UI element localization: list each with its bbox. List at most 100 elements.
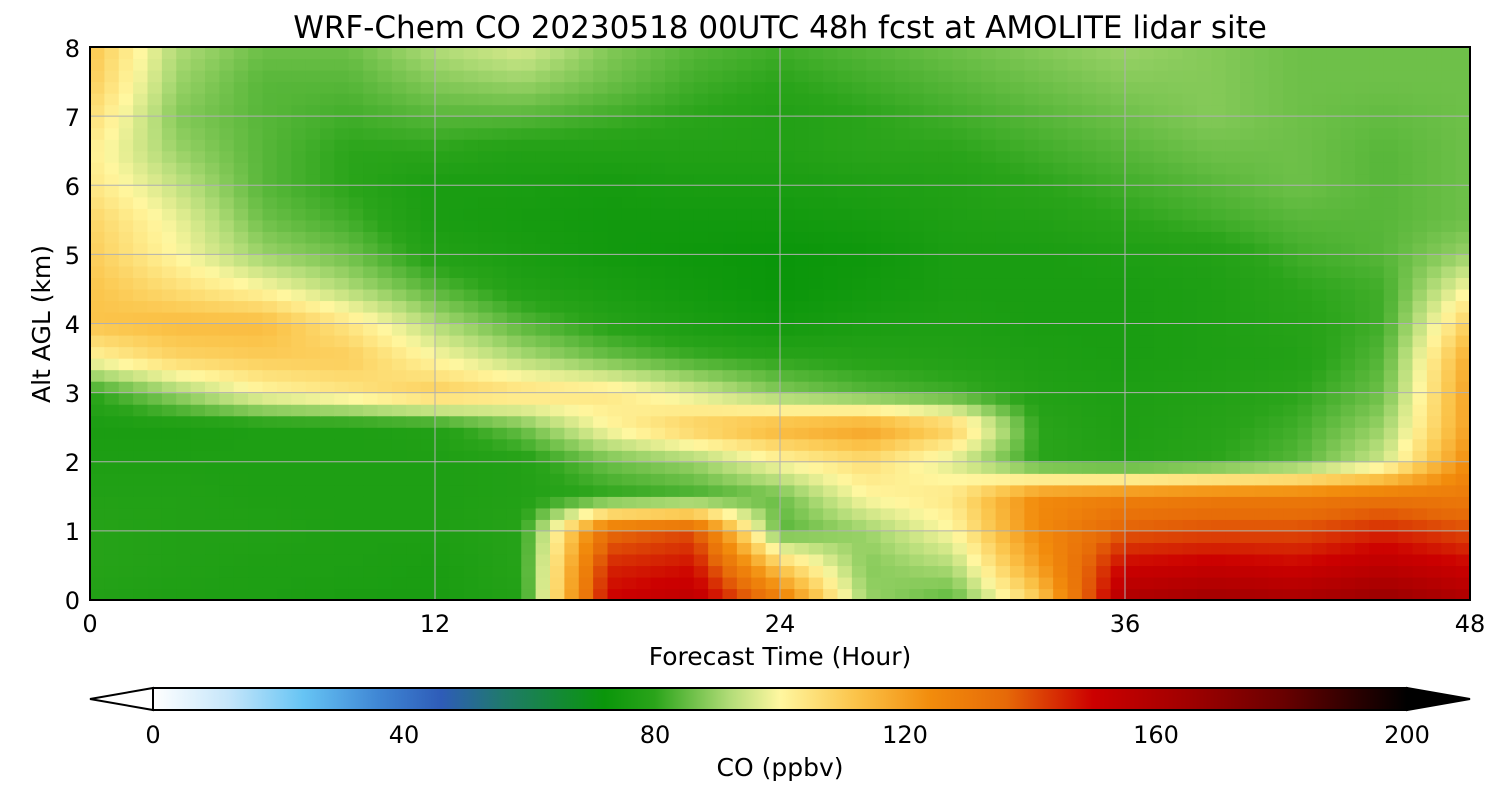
heatmap-cell [1369,450,1385,463]
heatmap-cell [578,150,594,163]
heatmap-cell [665,58,680,71]
heatmap-cell [1225,300,1241,313]
heatmap-cell [1340,381,1356,394]
heatmap-cell [765,231,781,244]
heatmap-cell [751,404,767,417]
heatmap-cell [219,392,235,405]
heatmap-cell [823,519,839,532]
heatmap-cell [995,565,1011,578]
heatmap-cell [1441,254,1457,267]
heatmap-cell [377,127,393,140]
heatmap-cell [1369,242,1385,255]
heatmap-cell [1311,288,1327,302]
heatmap-cell [492,450,508,463]
heatmap-cell [334,392,350,405]
heatmap-cell [176,311,192,325]
heatmap-cell [1096,404,1112,417]
heatmap-cell [147,335,163,348]
heatmap-cell [176,104,192,117]
heatmap-cell [866,588,882,601]
heatmap-cell [808,300,824,313]
heatmap-cell [377,288,393,302]
heatmap-cell [1053,404,1069,417]
heatmap-cell [1355,369,1370,382]
heatmap-cell [621,93,637,106]
heatmap-cell [1010,127,1025,140]
heatmap-cell [420,173,436,186]
heatmap-cell [1139,484,1155,497]
heatmap-cell [233,438,249,451]
heatmap-cell [190,47,206,60]
heatmap-cell [133,242,149,255]
heatmap-cell [1211,542,1227,555]
heatmap-cell [276,381,292,394]
heatmap-cell [593,173,609,186]
heatmap-cell [176,542,192,555]
heatmap-cell [305,277,321,290]
heatmap-cell [665,415,680,428]
heatmap-cell [1139,438,1155,451]
heatmap-cell [363,323,379,336]
heatmap-cell [1211,47,1227,60]
heatmap-cell [1168,231,1184,244]
heatmap-cell [981,311,997,325]
heatmap-cell [938,553,954,567]
heatmap-cell [995,242,1011,255]
heatmap-cell [1225,369,1241,382]
heatmap-cell [1398,81,1414,94]
heatmap-cell [1441,300,1457,313]
heatmap-cell [1024,196,1040,209]
heatmap-cell [305,565,321,578]
heatmap-cell [118,265,134,279]
heatmap-cell [406,346,422,359]
heatmap-cell [276,369,292,382]
heatmap-cell [276,450,292,463]
heatmap-cell [521,530,537,543]
heatmap-cell [1326,588,1342,601]
heatmap-cell [190,392,206,405]
heatmap-cell [205,392,220,405]
heatmap-cell [1268,150,1284,163]
heatmap-cell [161,461,177,474]
heatmap-cell [780,81,795,94]
heatmap-cell [1283,58,1299,71]
heatmap-cell [1081,323,1097,336]
heatmap-cell [1110,93,1126,106]
heatmap-cell [1125,565,1140,578]
heatmap-cell [420,116,436,129]
heatmap-cell [435,381,450,394]
heatmap-cell [1038,127,1054,140]
heatmap-cell [1455,519,1471,532]
heatmap-cell [262,162,278,175]
heatmap-cell [363,196,379,209]
heatmap-cell [923,196,939,209]
heatmap-cell [1067,311,1083,325]
heatmap-cell [650,70,666,83]
heatmap-cell [1196,496,1212,509]
heatmap-cell [966,507,982,520]
heatmap-cell [262,450,278,463]
heatmap-cell [219,231,235,244]
heatmap-cell [233,93,249,106]
heatmap-cell [205,496,220,509]
heatmap-cell [1398,242,1414,255]
y-tick-label: 8 [65,35,80,63]
heatmap-cell [1283,185,1299,198]
heatmap-cell [391,461,407,474]
heatmap-cell [1125,335,1140,348]
heatmap-cell [449,173,465,186]
heatmap-cell [118,438,134,451]
heatmap-cell [1369,104,1385,117]
heatmap-cell [751,300,767,313]
heatmap-cell [90,208,105,221]
heatmap-cell [923,542,939,555]
heatmap-cell [823,127,839,140]
heatmap-cell [1081,93,1097,106]
heatmap-cell [1268,496,1284,509]
heatmap-cell [521,519,537,532]
heatmap-cell [880,507,896,520]
heatmap-cell [1412,335,1428,348]
heatmap-cell [205,358,220,371]
heatmap-cell [478,58,494,71]
heatmap-cell [837,254,853,267]
